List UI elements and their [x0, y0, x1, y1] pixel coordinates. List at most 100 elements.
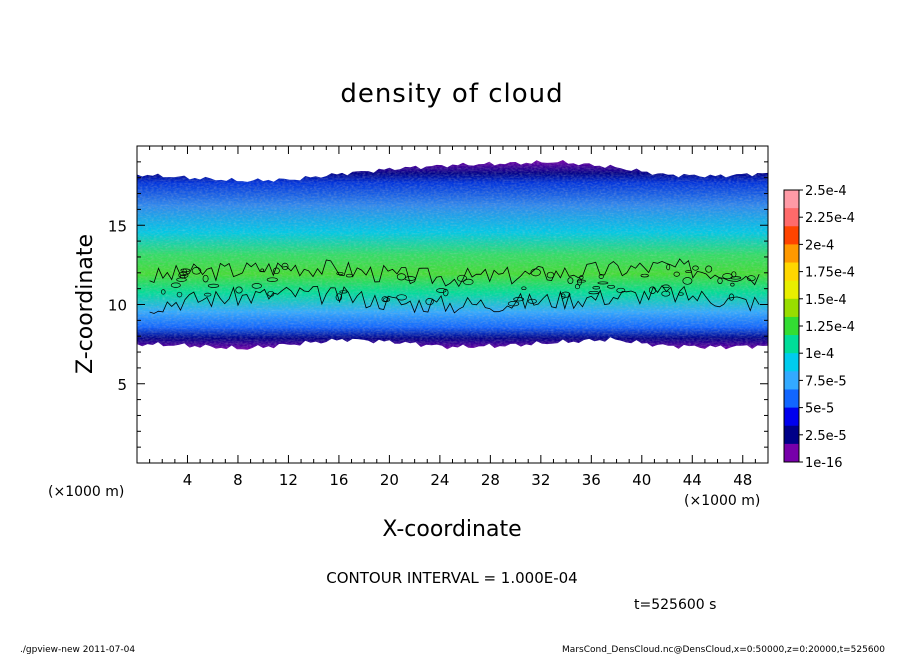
contour-loop — [730, 282, 735, 287]
contour-loop — [722, 273, 733, 280]
footer-right: MarsCond_DensCloud.nc@DensCloud,x=0:5000… — [562, 645, 885, 654]
contour-loop — [521, 286, 527, 290]
x-tick-label: 20 — [380, 471, 399, 489]
colorbar-swatch — [784, 389, 799, 409]
contour-loop — [576, 279, 586, 283]
contour-loop — [546, 271, 555, 279]
contour-loop — [251, 283, 262, 289]
colorbar-swatch — [784, 425, 799, 445]
contour-loop — [339, 290, 348, 294]
colorbar-label: 2.25e-4 — [805, 211, 855, 226]
contour-loop — [530, 268, 541, 277]
colorbar-label: 2e-4 — [805, 238, 834, 253]
contour-loop — [235, 286, 243, 294]
y-tick-label: 5 — [117, 376, 127, 394]
time-label: t=525600 s — [634, 597, 716, 613]
contour-loop — [463, 278, 474, 286]
contour-loop — [425, 298, 434, 306]
x-axis: 4 8 12 16 20 24 28 32 36 40 44 48 — [149, 146, 756, 489]
plot-area — [137, 160, 768, 350]
x-axis-unit-right: (×1000 m) — [684, 493, 760, 509]
contour-line — [149, 285, 760, 314]
contour-loop — [161, 289, 166, 295]
contour-loop — [396, 273, 406, 281]
colorbar-swatch — [784, 371, 799, 390]
contour-loop — [178, 271, 189, 279]
x-tick-label: 48 — [733, 471, 752, 489]
contour-loop — [685, 270, 692, 273]
colorbar — [783, 189, 800, 463]
contour-loop — [202, 274, 209, 283]
contour-loop — [191, 267, 202, 275]
contour-loop — [682, 277, 693, 285]
x-tick-label: 4 — [183, 471, 193, 489]
colorbar-label: 5e-5 — [805, 402, 834, 417]
x-tick-label: 8 — [233, 471, 243, 489]
contour-loop — [616, 287, 626, 293]
y-axis-label: Z-coordinate — [73, 234, 98, 374]
colorbar-label: 1e-4 — [805, 347, 834, 362]
colorbar-swatch — [784, 262, 799, 282]
contour-loop — [692, 265, 699, 271]
contour-loop — [204, 292, 212, 297]
contour-loop — [661, 290, 671, 297]
contour-loop — [436, 288, 447, 293]
contour-loop — [598, 274, 604, 279]
colorbar-labels: 2.5e-4 2.25e-4 2e-4 1.75e-4 1.5e-4 1.25e-4 1e-… — [799, 184, 855, 471]
colorbar-swatch — [784, 280, 799, 300]
x-tick-label: 28 — [481, 471, 500, 489]
contour-loop — [513, 297, 525, 302]
colorbar-swatch — [784, 335, 799, 354]
x-tick-label: 16 — [329, 471, 348, 489]
colorbar-swatch — [784, 353, 799, 372]
contour-loop — [260, 268, 265, 273]
contour-loop — [588, 290, 599, 295]
y-tick-label: 15 — [108, 217, 127, 235]
contour-loop — [607, 284, 616, 289]
contour-loop — [730, 276, 742, 280]
footer-left: ./gpview-new 2011-07-04 — [20, 645, 135, 654]
contour-loop — [574, 284, 581, 290]
x-tick-label: 12 — [279, 471, 298, 489]
colorbar-swatch — [784, 316, 799, 336]
contour-loop — [728, 293, 735, 301]
contour-loop — [404, 276, 416, 281]
contour-loop — [746, 275, 756, 282]
colorbar-label: 2.5e-4 — [805, 184, 847, 199]
contour-loop — [336, 271, 344, 276]
contour-loop — [207, 283, 220, 288]
x-axis-unit-left: (×1000 m) — [48, 484, 124, 500]
x-tick-label: 40 — [632, 471, 651, 489]
contour-lines — [149, 258, 760, 314]
contour-loop — [567, 277, 574, 284]
y-tick-label: 10 — [108, 297, 127, 315]
colorbar-label: 1e-16 — [805, 456, 843, 471]
contour-loop — [673, 271, 680, 277]
colorbar-swatch — [784, 443, 799, 463]
x-axis-label: X-coordinate — [382, 517, 521, 542]
contour-loop — [705, 265, 713, 273]
contour-loop — [648, 286, 657, 294]
contour-loop — [597, 281, 609, 285]
contour-loop — [579, 275, 584, 280]
contour-loop — [678, 292, 684, 296]
contour-loop — [560, 291, 571, 298]
colorbar-label: 1.5e-4 — [805, 293, 847, 308]
contour-loop — [170, 282, 181, 288]
contour-loop — [592, 286, 601, 290]
contour-loop — [640, 273, 649, 278]
contour-loop — [662, 284, 670, 289]
colorbar-label: 2.5e-5 — [805, 429, 847, 444]
contour-loop — [180, 274, 186, 279]
contour-loop — [272, 267, 280, 275]
contour-loop — [180, 268, 191, 273]
contour-loop — [267, 290, 275, 297]
contour-loop — [335, 293, 343, 301]
contour-loop — [266, 277, 278, 282]
cloud-texture — [137, 160, 768, 350]
colorbar-label: 1.75e-4 — [805, 266, 855, 281]
colorbar-label: 7.5e-5 — [805, 374, 847, 389]
contour-loop — [507, 301, 520, 307]
x-tick-label: 32 — [531, 471, 550, 489]
